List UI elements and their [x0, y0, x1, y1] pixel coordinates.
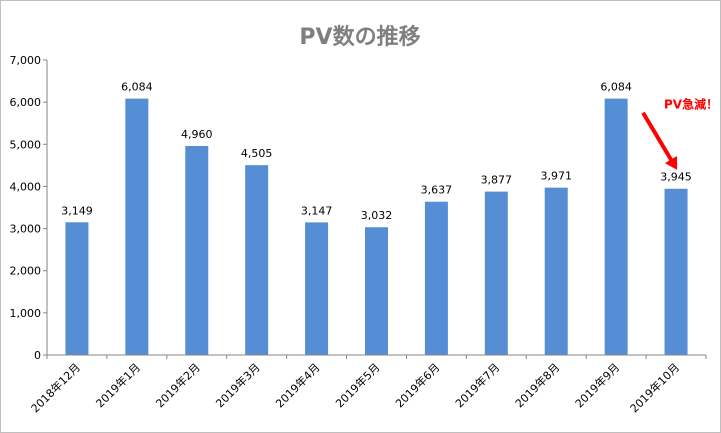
data-label: 4,960	[181, 128, 213, 141]
y-tick-label: 4,000	[10, 180, 42, 193]
y-tick-label: 0	[34, 349, 41, 362]
x-tick-label: 2019年8月	[512, 360, 562, 410]
bar	[305, 222, 329, 355]
y-tick-label: 1,000	[10, 307, 42, 320]
bar	[544, 187, 568, 355]
data-label: 3,877	[481, 174, 513, 187]
annotation-arrowhead	[664, 156, 678, 170]
y-tick-label: 7,000	[10, 54, 42, 67]
y-tick-label: 6,000	[10, 96, 42, 109]
x-tick-label: 2019年2月	[153, 360, 203, 410]
data-label: 4,505	[241, 147, 273, 160]
x-axis: 2018年12月 2019年1月 2019年2月 2019年3月 2019年4月 2019…	[28, 354, 707, 415]
data-label: 3,149	[61, 204, 93, 217]
data-label: 3,147	[301, 204, 333, 217]
bar	[604, 98, 628, 356]
bar	[125, 98, 149, 356]
annotation: PV急減！	[641, 97, 718, 170]
bar	[484, 191, 508, 355]
x-tick-label: 2019年1月	[93, 360, 143, 410]
bar	[365, 227, 388, 355]
x-tick-label: 2019年9月	[572, 360, 622, 410]
data-labels: 3,149 6,084 4,960 4,505 3,147 3,032 3,637 3,877…	[61, 81, 692, 223]
x-tick-label: 2019年4月	[273, 360, 323, 410]
x-tick-label: 2018年12月	[28, 360, 83, 415]
annotation-text: PV急減！	[664, 97, 718, 112]
bar	[424, 201, 448, 355]
data-label: 3,032	[361, 209, 393, 222]
bar	[664, 188, 688, 355]
x-tick-label: 2019年10月	[627, 360, 682, 415]
data-label: 3,945	[660, 171, 692, 184]
y-tick-label: 2,000	[10, 265, 42, 278]
bar	[185, 145, 209, 355]
x-tick-label: 2019年5月	[332, 360, 382, 410]
data-label: 6,084	[121, 81, 153, 94]
x-tick-label: 2019年7月	[452, 360, 502, 410]
chart-title: PV数の推移	[299, 24, 420, 50]
annotation-arrow	[641, 111, 676, 166]
y-tick-label: 5,000	[10, 138, 42, 151]
bars	[65, 98, 688, 356]
data-label: 3,637	[421, 184, 453, 197]
y-tick-label: 3,000	[10, 223, 42, 236]
x-tick-label: 2019年3月	[213, 360, 263, 410]
data-label: 3,971	[540, 170, 572, 183]
y-axis: 0 1,000 2,000 3,000 4,000 5,000 6,000 7,000	[10, 54, 48, 362]
bar	[245, 165, 269, 355]
bar	[65, 222, 89, 355]
data-label: 6,084	[600, 81, 632, 94]
x-tick-label: 2019年6月	[392, 360, 442, 410]
